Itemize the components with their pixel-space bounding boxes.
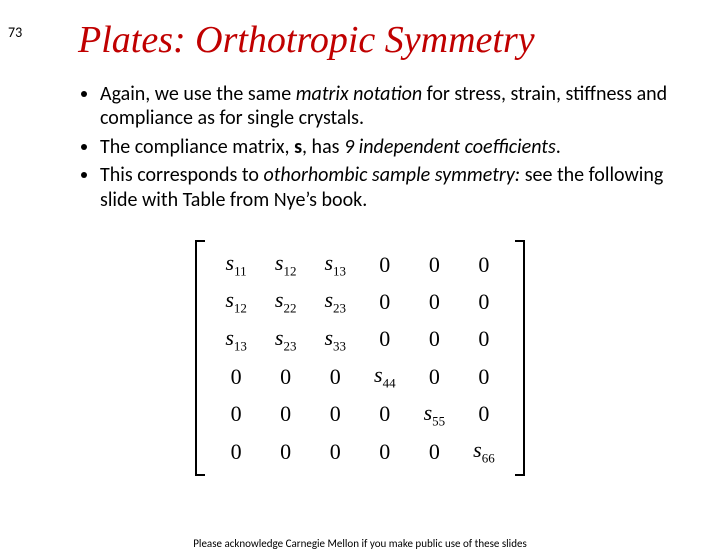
matrix-cell: s12 (211, 283, 261, 320)
matrix-cell: 0 (360, 433, 410, 470)
text: , has (302, 135, 344, 159)
matrix-cell: 0 (310, 358, 360, 395)
matrix-cell: s23 (261, 321, 311, 358)
matrix-cell: 0 (360, 246, 410, 283)
matrix-cell: s66 (459, 433, 509, 470)
matrix-cell: s11 (211, 246, 261, 283)
bullet-list: Again, we use the same matrix notation f… (100, 82, 682, 212)
matrix-cell: 0 (310, 396, 360, 433)
matrix-cell: 0 (211, 396, 261, 433)
matrix-cell: 0 (410, 358, 460, 395)
matrix-cell: 0 (261, 433, 311, 470)
italic-span: othorhombic sample symmetry: (263, 163, 520, 187)
matrix-cell: 0 (410, 283, 460, 320)
matrix-cell: 0 (410, 433, 460, 470)
matrix-table: s11s12s13000s12s22s23000s13s23s33000000s… (211, 246, 508, 470)
matrix-cell: 0 (261, 358, 311, 395)
italic-span: 9 independent coefficients (344, 135, 556, 159)
slide-number: 73 (8, 24, 22, 41)
text: . (556, 135, 561, 159)
italic-span: matrix notation (296, 82, 422, 106)
matrix-cell: 0 (459, 396, 509, 433)
bold-span: s (294, 135, 302, 159)
matrix-cell: s55 (410, 396, 460, 433)
matrix-cell: 0 (310, 433, 360, 470)
matrix-cell: 0 (410, 321, 460, 358)
matrix-cell: s44 (360, 358, 410, 395)
matrix-cell: 0 (410, 246, 460, 283)
matrix-cell: 0 (211, 358, 261, 395)
list-item: This corresponds to othorhombic sample s… (100, 163, 682, 212)
matrix-cell: 0 (459, 321, 509, 358)
matrix-cell: s13 (211, 321, 261, 358)
text: Again, we use the same (100, 82, 296, 106)
matrix-cell: 0 (360, 396, 410, 433)
matrix-container: s11s12s13000s12s22s23000s13s23s33000000s… (0, 240, 720, 476)
matrix-cell: s33 (310, 321, 360, 358)
matrix-cell: 0 (360, 283, 410, 320)
matrix-cell: 0 (261, 396, 311, 433)
compliance-matrix: s11s12s13000s12s22s23000s13s23s33000000s… (195, 240, 524, 476)
list-item: The compliance matrix, s, has 9 independ… (100, 135, 682, 159)
matrix-cell: 0 (211, 433, 261, 470)
footer-text: Please acknowledge Carnegie Mellon if yo… (0, 537, 720, 550)
matrix-cell: s13 (310, 246, 360, 283)
matrix-cell: 0 (459, 283, 509, 320)
matrix-cell: s12 (261, 246, 311, 283)
text: This corresponds to (100, 163, 263, 187)
page-title: Plates: Orthotropic Symmetry (78, 18, 720, 62)
matrix-cell: 0 (459, 358, 509, 395)
matrix-cell: s22 (261, 283, 311, 320)
matrix-cell: s23 (310, 283, 360, 320)
matrix-cell: 0 (459, 246, 509, 283)
matrix-cell: 0 (360, 321, 410, 358)
list-item: Again, we use the same matrix notation f… (100, 82, 682, 131)
text: The compliance matrix, (100, 135, 294, 159)
